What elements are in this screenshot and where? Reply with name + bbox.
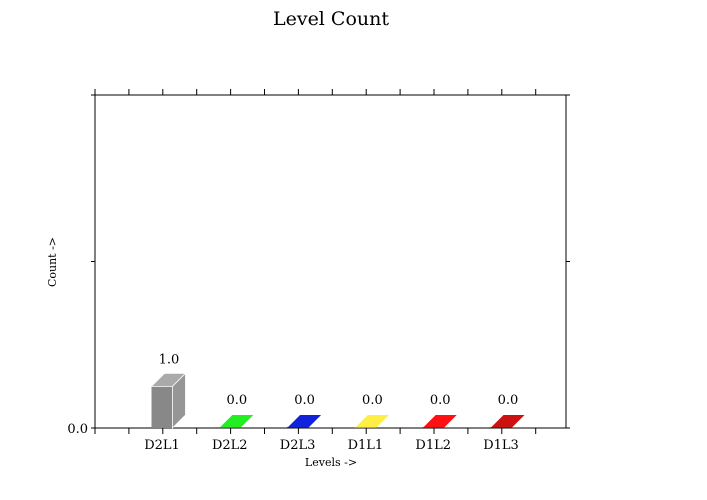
data-label: 0.0 [294, 393, 315, 408]
x-tick-label: D2L1 [144, 438, 180, 453]
axis-ticks [91, 89, 570, 434]
x-axis-label: Levels -> [305, 456, 357, 469]
x-tick-label: D1L1 [348, 438, 384, 453]
x-tick-label: D1L3 [483, 438, 519, 453]
y-axis-label: Count -> [46, 237, 59, 287]
bar-d1l1 [354, 415, 389, 428]
bar-top [287, 415, 322, 428]
bar-d2l3 [287, 415, 322, 428]
bar-top [490, 415, 525, 428]
bar-d1l2 [422, 415, 457, 428]
data-label: 0.0 [430, 393, 451, 408]
data-label: 0.0 [226, 393, 247, 408]
y-tick-label-zero: 0.0 [67, 422, 88, 437]
x-tick-label: D2L2 [212, 438, 248, 453]
bars-group [150, 372, 525, 429]
data-labels: 1.0 0.0 0.0 0.0 0.0 0.0 [159, 352, 519, 408]
bar-d1l3 [490, 415, 525, 428]
bar-top [219, 415, 254, 428]
chart-title: Level Count [273, 8, 389, 30]
bar-d2l2 [219, 415, 254, 428]
x-tick-label: D2L3 [280, 438, 316, 453]
bar-top [354, 415, 389, 428]
category-labels: D2L1 D2L2 D2L3 D1L1 D1L2 D1L3 [144, 438, 519, 453]
data-label: 0.0 [498, 393, 519, 408]
data-label: 0.0 [362, 393, 383, 408]
bar-side [172, 372, 186, 429]
data-label: 1.0 [159, 352, 180, 367]
bar-d2l1 [150, 372, 187, 429]
x-tick-label: D1L2 [415, 438, 451, 453]
bar-top [422, 415, 457, 428]
bar-front [151, 386, 173, 428]
